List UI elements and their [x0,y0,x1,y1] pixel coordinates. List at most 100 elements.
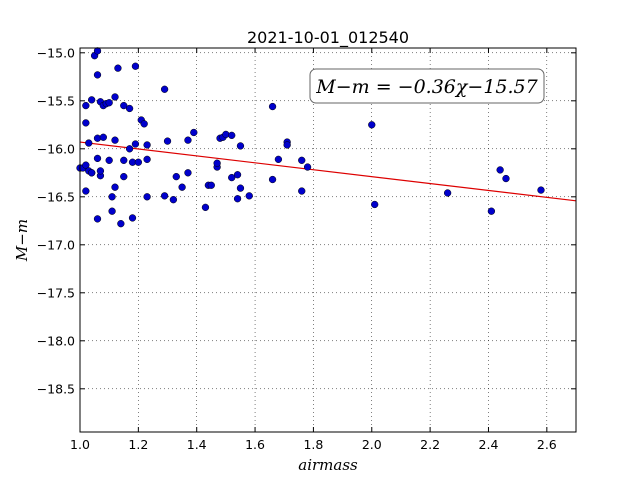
data-point [303,163,312,171]
data-point [120,101,128,110]
data-point [228,173,236,182]
data-points [76,47,545,228]
plot-frame [79,47,577,433]
x-tick-label: 1.4 [187,437,207,452]
data-point [236,142,245,150]
data-point [131,140,140,148]
data-point [213,159,221,167]
x-tick-label: 1.6 [245,437,265,452]
data-point [163,137,172,145]
equation-box: M−m = −0.36χ−15.57 [309,68,545,104]
data-point [82,119,90,127]
data-point [114,64,122,72]
y-tick-label: −17.0 [37,237,75,252]
x-tick-label: 2.2 [420,437,440,452]
data-point [298,156,306,164]
y-tick-label: −16.0 [37,141,75,156]
data-point [93,215,102,223]
data-point [143,155,151,164]
y-tick-labels: −15.0 −15.5 −16.0 −16.5 −17.0 −17.5 −18.0 −18.5 [37,45,75,396]
x-tick-label: 2.0 [362,437,382,452]
data-point [245,192,253,200]
x-tick-labels: 1.0 1.2 1.4 1.6 1.8 2.0 2.2 2.4 2.6 [70,437,557,452]
y-tick-label: −18.5 [37,381,75,396]
data-point [82,187,90,195]
y-tick-label: −15.0 [37,45,75,60]
data-point [99,133,107,141]
data-point [178,183,186,191]
axis-ticks [79,48,576,432]
data-point [93,154,102,163]
data-point [108,207,116,215]
data-point [502,174,510,183]
data-point [283,141,291,149]
data-point [537,186,545,194]
data-point [274,155,283,164]
data-point [298,187,306,195]
data-point [496,166,504,174]
data-point [143,193,151,201]
data-point [190,128,198,137]
y-axis-label: M−m [13,219,31,262]
y-tick-label: −18.0 [37,333,75,348]
y-tick-label: −17.5 [37,285,75,300]
data-point [120,172,128,181]
x-tick-label: 1.8 [303,437,323,452]
y-tick-label: −15.5 [37,93,75,108]
data-point [85,139,93,147]
data-point [105,99,113,107]
data-point [88,169,96,177]
data-point [201,203,210,212]
data-point [368,121,376,129]
data-point [125,145,134,153]
data-point [172,172,180,181]
x-tick-label: 2.4 [479,437,499,452]
data-point [117,220,125,228]
data-point [88,96,96,104]
data-point [233,195,242,203]
data-point [236,184,245,192]
x-axis-label: airmass [298,456,358,474]
data-point [120,156,128,164]
data-point [207,181,215,189]
fit-line-layer [79,141,577,202]
data-point [443,189,452,197]
data-point [268,102,277,111]
x-tick-label: 1.2 [128,437,148,452]
y-tick-label: −16.5 [37,189,75,204]
data-point [108,193,116,201]
data-point [371,200,379,209]
data-point [93,47,102,55]
data-point [160,192,169,200]
data-point [184,136,192,144]
chart-title: 2021-10-01_012540 [247,28,409,48]
data-point [125,104,134,113]
grid-lines [79,48,576,432]
equation-box-frame [309,68,545,104]
data-point [111,93,119,101]
data-point [111,183,119,191]
data-point [143,141,151,149]
equation-text: M−m = −0.36χ−15.57 [315,76,538,98]
data-point [228,131,236,140]
data-point [82,101,90,110]
data-point [160,85,169,93]
data-point [268,175,277,184]
data-point [93,71,102,79]
data-point [96,167,105,175]
data-point [233,171,242,179]
data-point [140,120,148,128]
data-point [111,136,119,144]
x-tick-label: 1.0 [70,437,90,452]
data-point [131,62,140,70]
data-point [134,158,143,166]
data-point [184,169,192,177]
x-tick-label: 2.6 [537,437,557,452]
data-point [105,156,113,164]
data-point [128,214,137,222]
data-point [82,161,90,169]
fit-line [79,141,577,202]
data-point [487,207,496,215]
data-point [169,196,178,204]
